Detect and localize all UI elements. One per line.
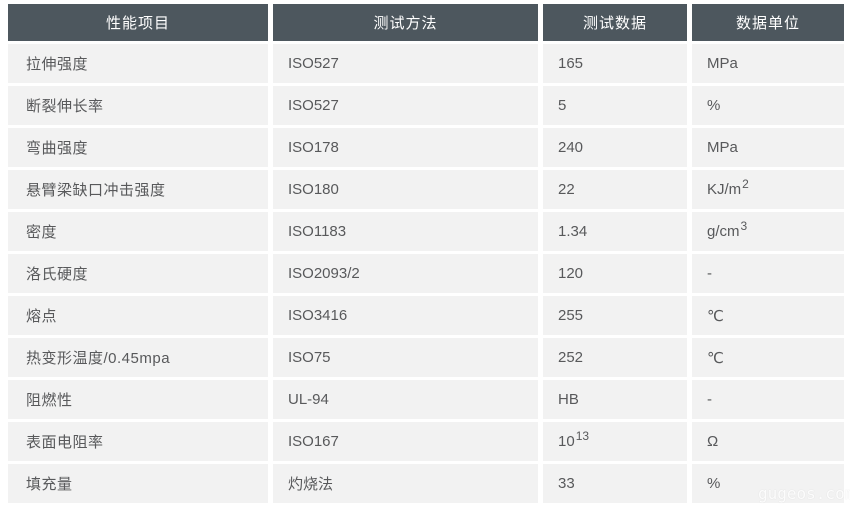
property-name-text: 悬臂梁缺口冲击强度 bbox=[26, 182, 166, 199]
data-unit-text: % bbox=[707, 97, 721, 114]
test-data-cell: 165 bbox=[543, 44, 687, 83]
material-properties-table: 性能项目 测试方法 测试数据 数据单位 拉伸强度 ISO527 165 MPa … bbox=[8, 4, 844, 503]
data-unit-cell: KJ/m 2 bbox=[692, 170, 844, 209]
property-name-cell: 拉伸强度 bbox=[8, 44, 268, 83]
test-method-cell: ISO1183 bbox=[273, 212, 538, 251]
data-unit-text: MPa bbox=[707, 55, 738, 72]
data-unit-cell: % bbox=[692, 464, 844, 503]
test-data-cell: 255 bbox=[543, 296, 687, 335]
column-header-unit: 数据单位 bbox=[692, 4, 844, 41]
test-method-text: UL-94 bbox=[288, 391, 329, 408]
data-unit-cell: - bbox=[692, 254, 844, 293]
property-name-text: 填充量 bbox=[26, 476, 73, 493]
test-method-cell: 灼烧法 bbox=[273, 464, 538, 503]
data-unit-text: KJ/m bbox=[707, 181, 742, 198]
test-method-text: ISO3416 bbox=[288, 307, 348, 324]
property-name-text: 热变形温度/0.45mpa bbox=[26, 350, 171, 367]
data-unit-cell: % bbox=[692, 86, 844, 125]
test-data-text: 5 bbox=[558, 97, 567, 114]
test-data-cell: 240 bbox=[543, 128, 687, 167]
test-data-text: 252 bbox=[558, 349, 584, 366]
test-data-text: 33 bbox=[558, 475, 575, 492]
watermark: gugeos.com bbox=[758, 484, 850, 503]
test-method-cell: ISO167 bbox=[273, 422, 538, 461]
test-data-text: 165 bbox=[558, 55, 584, 72]
data-unit-text: - bbox=[707, 391, 712, 408]
data-unit-text: % bbox=[707, 475, 721, 492]
data-unit-cell: ℃ bbox=[692, 296, 844, 335]
test-method-text: ISO527 bbox=[288, 97, 339, 114]
column-header-method: 测试方法 bbox=[273, 4, 538, 41]
data-unit-text: ℃ bbox=[707, 307, 724, 325]
property-name-text: 阻燃性 bbox=[26, 392, 73, 409]
data-unit-text: g/cm bbox=[707, 223, 740, 240]
property-name-text: 表面电阻率 bbox=[26, 434, 104, 451]
property-name-cell: 洛氏硬度 bbox=[8, 254, 268, 293]
property-name-text: 断裂伸长率 bbox=[26, 98, 104, 115]
test-data-text: 1.34 bbox=[558, 223, 588, 240]
data-unit-cell: ℃ bbox=[692, 338, 844, 377]
property-name-cell: 断裂伸长率 bbox=[8, 86, 268, 125]
data-unit-cell: Ω bbox=[692, 422, 844, 461]
data-unit-cell: - bbox=[692, 380, 844, 419]
test-method-text: 灼烧法 bbox=[288, 476, 334, 493]
test-data-text: 255 bbox=[558, 307, 584, 324]
data-unit-cell: MPa bbox=[692, 44, 844, 83]
property-name-text: 弯曲强度 bbox=[26, 140, 89, 157]
test-data-cell: 22 bbox=[543, 170, 687, 209]
property-name-cell: 密度 bbox=[8, 212, 268, 251]
test-data-text: HB bbox=[558, 391, 579, 408]
column-header-property: 性能项目 bbox=[8, 4, 268, 41]
data-unit-text: Ω bbox=[707, 433, 719, 450]
test-method-text: ISO178 bbox=[288, 139, 339, 156]
test-method-text: ISO180 bbox=[288, 181, 339, 198]
data-unit-cell: MPa bbox=[692, 128, 844, 167]
test-method-text: ISO2093/2 bbox=[288, 265, 360, 282]
property-name-text: 密度 bbox=[26, 224, 58, 241]
test-method-text: ISO75 bbox=[288, 349, 331, 366]
test-method-cell: UL-94 bbox=[273, 380, 538, 419]
test-data-cell: HB bbox=[543, 380, 687, 419]
test-data-text: 22 bbox=[558, 181, 575, 198]
column-header-data: 测试数据 bbox=[543, 4, 687, 41]
property-name-cell: 弯曲强度 bbox=[8, 128, 268, 167]
test-data-cell: 1.34 bbox=[543, 212, 687, 251]
test-method-cell: ISO178 bbox=[273, 128, 538, 167]
test-method-text: ISO167 bbox=[288, 433, 339, 450]
property-name-cell: 熔点 bbox=[8, 296, 268, 335]
property-name-cell: 热变形温度/0.45mpa bbox=[8, 338, 268, 377]
data-unit-superscript: 2 bbox=[742, 176, 749, 191]
data-unit-text: - bbox=[707, 265, 712, 282]
data-unit-text: MPa bbox=[707, 139, 738, 156]
test-data-text: 10 bbox=[558, 433, 575, 450]
test-method-cell: ISO527 bbox=[273, 86, 538, 125]
test-method-cell: ISO2093/2 bbox=[273, 254, 538, 293]
test-method-cell: ISO527 bbox=[273, 44, 538, 83]
test-data-text: 240 bbox=[558, 139, 584, 156]
data-unit-superscript: 3 bbox=[740, 218, 748, 233]
test-data-cell: 120 bbox=[543, 254, 687, 293]
test-data-superscript: 13 bbox=[575, 428, 590, 443]
test-data-cell: 252 bbox=[543, 338, 687, 377]
test-method-cell: ISO180 bbox=[273, 170, 538, 209]
property-name-cell: 表面电阻率 bbox=[8, 422, 268, 461]
test-method-cell: ISO3416 bbox=[273, 296, 538, 335]
test-method-cell: ISO75 bbox=[273, 338, 538, 377]
test-data-text: 120 bbox=[558, 265, 584, 282]
test-data-cell: 10 13 bbox=[543, 422, 687, 461]
test-data-cell: 5 bbox=[543, 86, 687, 125]
data-unit-cell: g/cm 3 bbox=[692, 212, 844, 251]
property-name-cell: 阻燃性 bbox=[8, 380, 268, 419]
test-method-text: ISO1183 bbox=[288, 223, 347, 240]
test-data-cell: 33 bbox=[543, 464, 687, 503]
property-name-cell: 悬臂梁缺口冲击强度 bbox=[8, 170, 268, 209]
test-method-text: ISO527 bbox=[288, 55, 339, 72]
property-name-text: 洛氏硬度 bbox=[26, 266, 89, 283]
property-name-cell: 填充量 bbox=[8, 464, 268, 503]
data-unit-text: ℃ bbox=[707, 349, 724, 367]
property-name-text: 拉伸强度 bbox=[26, 56, 89, 73]
property-name-text: 熔点 bbox=[26, 308, 58, 325]
